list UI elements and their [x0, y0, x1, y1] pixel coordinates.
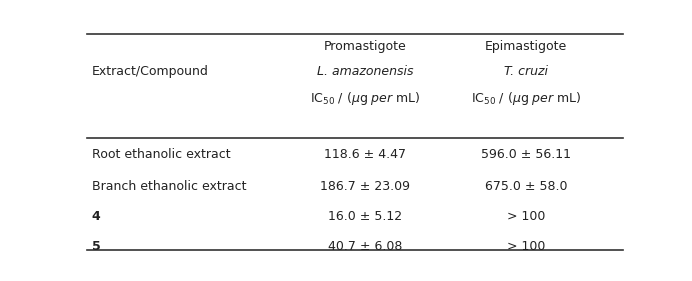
- Text: 186.7 ± 23.09: 186.7 ± 23.09: [320, 180, 410, 193]
- Text: L. amazonensis: L. amazonensis: [317, 65, 414, 78]
- Text: 596.0 ± 56.11: 596.0 ± 56.11: [481, 148, 572, 161]
- Text: > 100: > 100: [507, 210, 545, 223]
- Text: Branch ethanolic extract: Branch ethanolic extract: [92, 180, 246, 193]
- Text: T. cruzi: T. cruzi: [504, 65, 548, 78]
- Text: 16.0 ± 5.12: 16.0 ± 5.12: [328, 210, 403, 223]
- Text: IC$_{50}$ / ($\mu$g $\it{per}$ mL): IC$_{50}$ / ($\mu$g $\it{per}$ mL): [310, 90, 421, 107]
- Text: Epimastigote: Epimastigote: [485, 40, 567, 53]
- Text: 675.0 ± 58.0: 675.0 ± 58.0: [485, 180, 567, 193]
- Text: 4: 4: [92, 210, 100, 223]
- Text: 118.6 ± 4.47: 118.6 ± 4.47: [325, 148, 406, 161]
- Text: Extract/Compound: Extract/Compound: [92, 65, 209, 78]
- Text: IC$_{50}$ / ($\mu$g $\it{per}$ mL): IC$_{50}$ / ($\mu$g $\it{per}$ mL): [471, 90, 581, 107]
- Text: Promastigote: Promastigote: [324, 40, 407, 53]
- Text: > 100: > 100: [507, 240, 545, 253]
- Text: 40.7 ± 6.08: 40.7 ± 6.08: [328, 240, 403, 253]
- Text: Root ethanolic extract: Root ethanolic extract: [92, 148, 230, 161]
- Text: 5: 5: [92, 240, 100, 253]
